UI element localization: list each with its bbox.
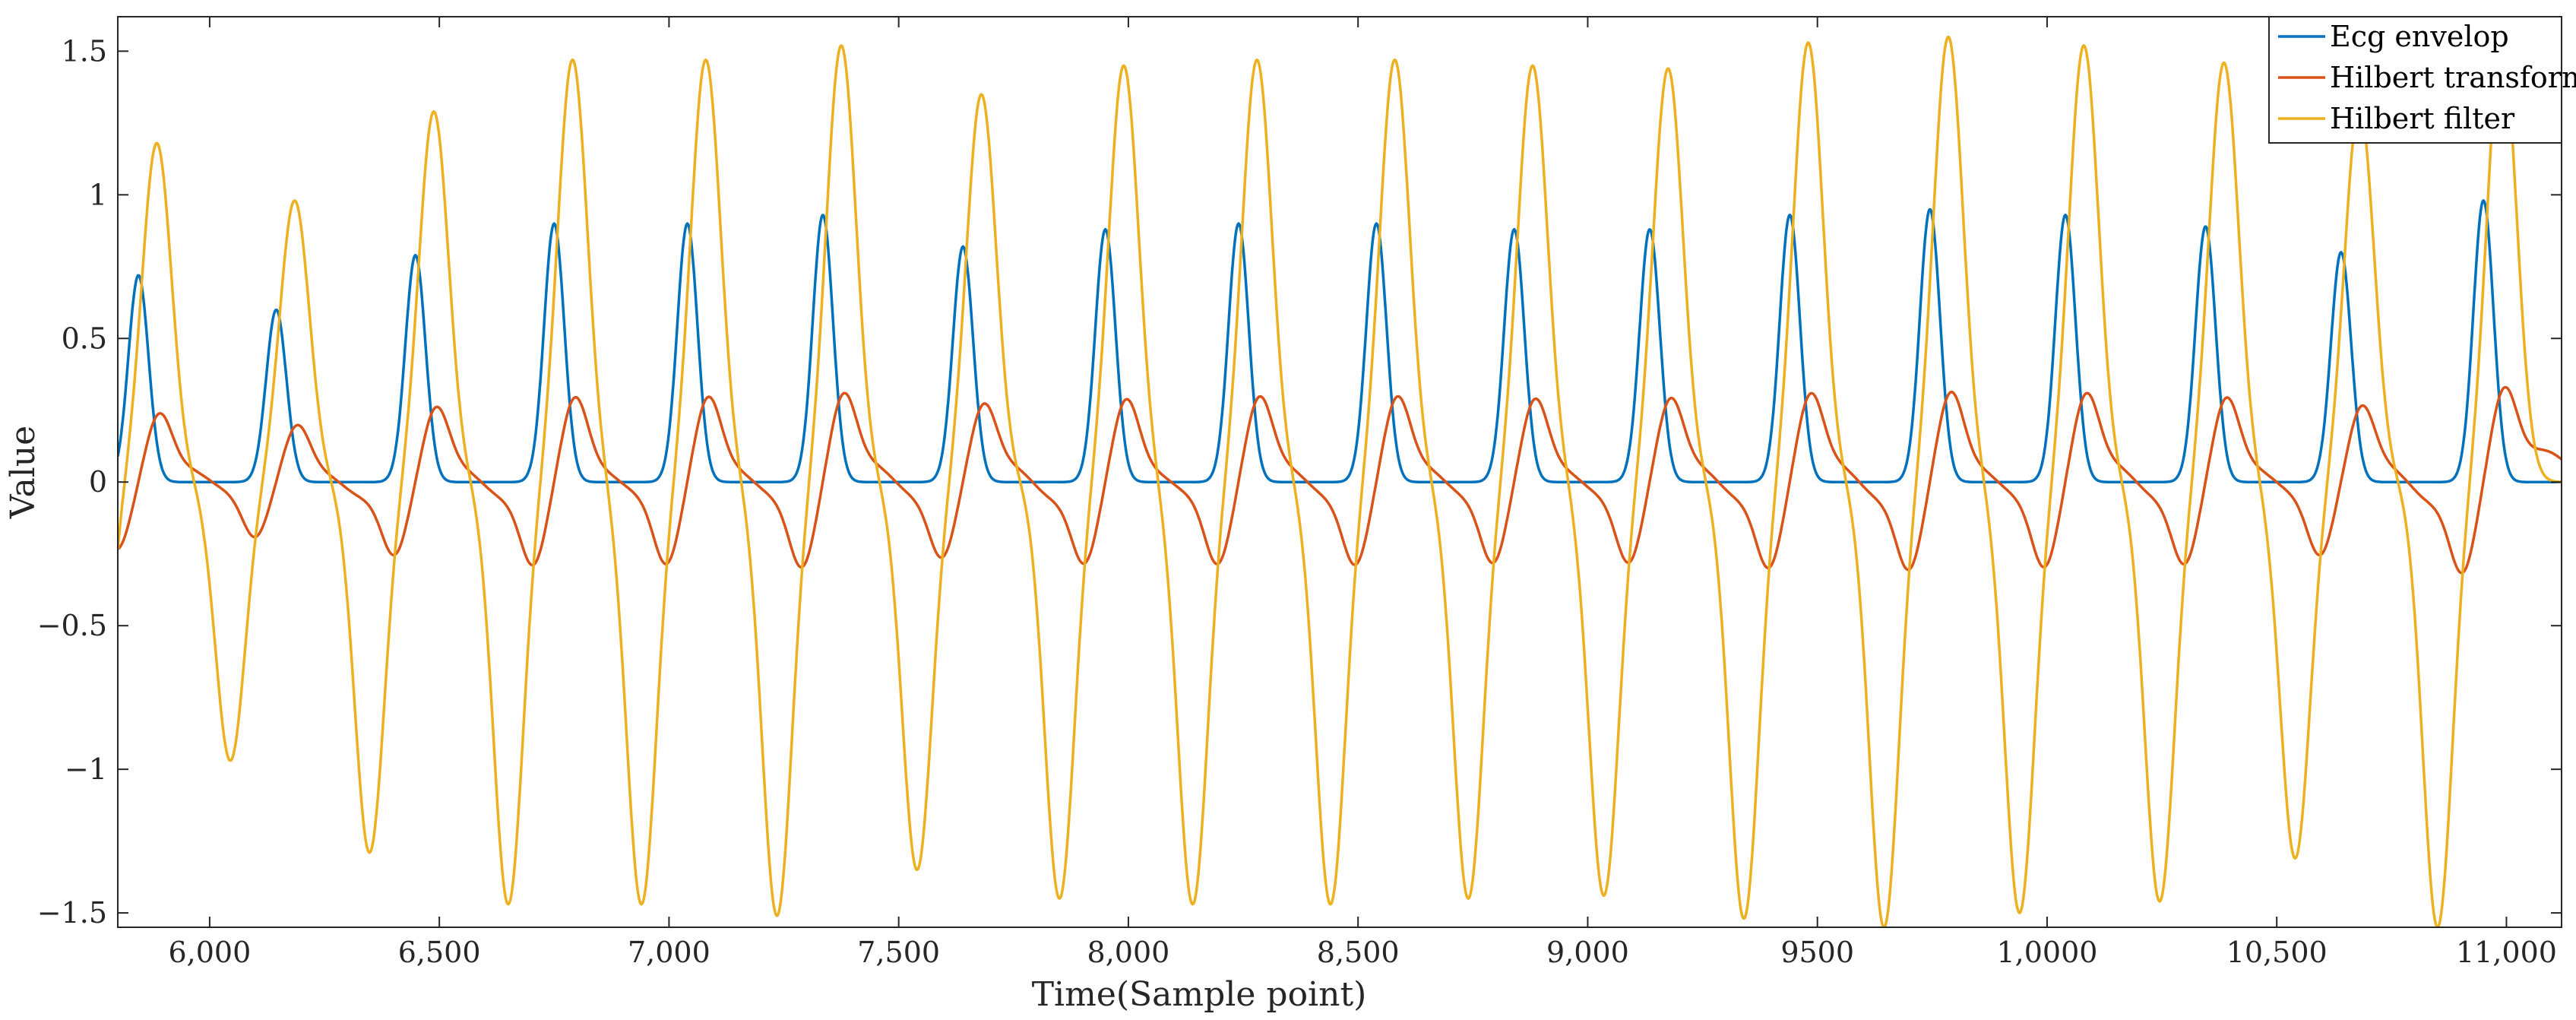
x-tick-label: 1,0000 (1996, 936, 2097, 969)
x-tick-label: 7,500 (857, 936, 940, 969)
y-tick-label: 1.5 (62, 34, 107, 68)
y-tick-label: −1 (65, 752, 107, 786)
x-tick-label: 8,500 (1317, 936, 1400, 969)
y-tick-label: −1.5 (37, 896, 107, 930)
x-tick-label: 7,000 (628, 936, 710, 969)
series-layer (118, 35, 2562, 927)
y-tick-label: −0.5 (37, 609, 107, 642)
x-tick-label: 9500 (1780, 936, 1854, 969)
legend-label-hilbert-filter: Hilbert filter (2330, 102, 2515, 135)
x-tick-label: 10,500 (2226, 936, 2328, 969)
legend-label-ecg-envelop: Ecg envelop (2330, 20, 2509, 53)
x-tick-label: 8,000 (1087, 936, 1170, 969)
series-line-hilbert-filter (118, 35, 2562, 927)
x-tick-label: 6,500 (398, 936, 481, 969)
series-line-ecg-envelop (118, 199, 2562, 483)
plot-frame (117, 16, 2562, 928)
x-tick-label: 11,000 (2456, 936, 2557, 969)
tick-layer: 6,000 6,500 7,000 7,500 8,000 8,500 9,000 9500 1… (37, 17, 2562, 969)
legend-label-hilbert-transform: Hilbert transform (2330, 61, 2576, 94)
x-tick-label: 9,000 (1546, 936, 1629, 969)
y-axis-title: Value (4, 426, 43, 519)
series-line-hilbert-transform (118, 385, 2562, 575)
y-tick-label: 0.5 (62, 322, 107, 355)
x-axis-title: Time(Sample point) (1032, 975, 1367, 1014)
plot-background (118, 17, 2562, 927)
legend: Ecg envelop Hilbert transform Hilbert fi… (2268, 16, 2576, 144)
x-tick-label: 6,000 (169, 936, 252, 969)
y-tick-label: 0 (89, 465, 107, 499)
y-tick-label: 1 (89, 178, 107, 211)
